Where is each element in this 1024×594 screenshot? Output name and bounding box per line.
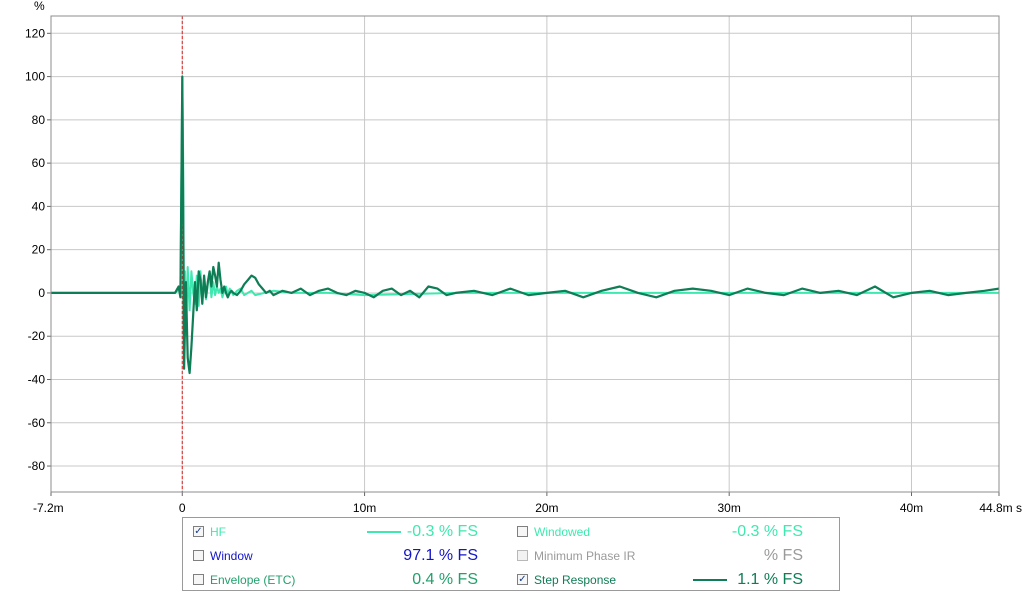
step-response-checkbox[interactable]: ✓ — [517, 574, 528, 585]
legend-label: Windowed — [534, 525, 591, 539]
minimum-phase-ir-value: % FS — [763, 547, 803, 564]
legend-label: Window — [210, 549, 253, 563]
windowed-checkbox[interactable] — [517, 526, 528, 537]
plot-frame — [50, 15, 1000, 493]
y-tick-label: 80 — [32, 113, 46, 127]
step-response-series-line — [51, 75, 1000, 375]
y-tick-label: 60 — [32, 156, 46, 170]
step-response-line-swatch — [693, 579, 727, 581]
grid — [51, 16, 999, 492]
windowed-value: -0.3 % FS — [731, 523, 803, 540]
series-lines — [51, 75, 1000, 375]
y-tick-label: -80 — [28, 459, 46, 473]
legend-label: Minimum Phase IR — [534, 549, 636, 563]
x-tick-label: 30m — [718, 501, 741, 515]
x-tick-label: 0 — [179, 501, 186, 515]
legend-panel: ✓ HF -0.3 % FS Windowed -0.3 % FS Window… — [182, 517, 840, 591]
envelope-etc-value: 0.4 % FS — [412, 571, 478, 588]
y-tick-label: -20 — [28, 329, 46, 343]
hf-value: -0.3 % FS — [406, 523, 478, 540]
legend-label: Envelope (ETC) — [210, 573, 296, 587]
window-value: 97.1 % FS — [403, 547, 478, 564]
hf-checkbox[interactable]: ✓ — [193, 526, 204, 537]
hf-line-swatch — [367, 531, 401, 533]
y-tick-label: 40 — [32, 199, 46, 213]
impulse-response-chart[interactable]: % 120 100 80 60 40 20 0 -20 -40 -60 -80 -7.2m 0 10m 2… — [0, 0, 1024, 516]
x-tick-labels: -7.2m 0 10m 20m 30m 40m 44.8m s — [33, 492, 1022, 515]
y-tick-labels: 120 100 80 60 40 20 0 -20 -40 -60 -80 — [25, 26, 51, 473]
y-tick-label: 120 — [25, 26, 45, 40]
x-tick-label: -7.2m — [33, 501, 64, 515]
x-tick-label: 44.8m s — [979, 501, 1022, 515]
x-tick-label: 10m — [353, 501, 376, 515]
y-tick-label: 20 — [32, 243, 46, 257]
x-tick-label: 20m — [535, 501, 558, 515]
step-response-value: 1.1 % FS — [737, 571, 803, 588]
minimum-phase-ir-checkbox[interactable] — [517, 550, 528, 561]
envelope-etc-checkbox[interactable] — [193, 574, 204, 585]
y-tick-label: 0 — [38, 286, 45, 300]
x-tick-label: 40m — [900, 501, 923, 515]
y-tick-label: -60 — [28, 416, 46, 430]
window-checkbox[interactable] — [193, 550, 204, 561]
y-tick-label: 100 — [25, 70, 45, 84]
legend-label: HF — [210, 525, 226, 539]
y-tick-label: -40 — [28, 372, 46, 386]
y-axis-label: % — [34, 0, 45, 13]
legend-label: Step Response — [534, 573, 617, 587]
